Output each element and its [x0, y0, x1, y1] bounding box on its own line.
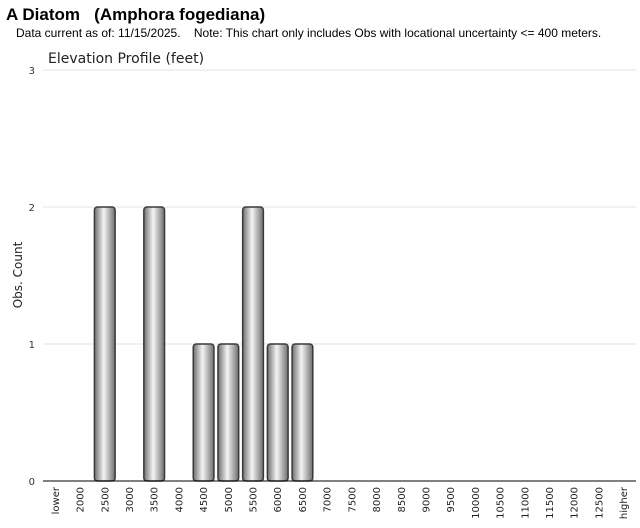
- bar-5000: [217, 343, 240, 482]
- x-tick-label: 4500: [199, 487, 210, 512]
- bar-6000: [266, 343, 289, 482]
- y-tick-label: 3: [29, 66, 35, 77]
- x-tick-label: 8500: [397, 487, 408, 512]
- y-axis-label: Obs. Count: [11, 241, 25, 308]
- bar-6500: [291, 343, 314, 482]
- x-tick-label: higher: [619, 486, 630, 519]
- x-tick-label: 8000: [372, 487, 383, 512]
- x-tick-label: 10000: [471, 487, 482, 519]
- x-tick-label: 5500: [249, 487, 260, 512]
- x-tick-label: 6500: [298, 487, 309, 512]
- x-tick-label: 5000: [224, 487, 235, 512]
- bar-4500: [192, 343, 215, 482]
- x-tick-label: lower: [51, 486, 62, 514]
- x-tick-label: 9000: [421, 487, 432, 512]
- x-tick-label: 7500: [347, 487, 358, 512]
- x-tick-label: 3000: [125, 487, 136, 512]
- y-tick-label: 0: [29, 477, 35, 488]
- x-tick-label: 4000: [174, 487, 185, 512]
- x-tick-label: 11000: [520, 487, 531, 519]
- page-title: A Diatom (Amphora fogediana): [6, 5, 266, 24]
- chart-title: Elevation Profile (feet): [48, 51, 204, 67]
- x-tick-label: 9500: [446, 487, 457, 512]
- x-tick-label: 2500: [100, 487, 111, 512]
- x-tick-label: 12000: [570, 487, 581, 519]
- page-subtitle: Data current as of: 11/15/2025. Note: Th…: [16, 26, 602, 40]
- y-tick-label: 1: [29, 340, 35, 351]
- x-tick-label: 7000: [323, 487, 334, 512]
- x-tick-label: 10500: [496, 487, 507, 519]
- x-tick-label: 11500: [545, 487, 556, 519]
- bar-3500: [143, 206, 166, 482]
- bar-5500: [241, 206, 265, 482]
- x-tick-label: 3500: [150, 487, 161, 512]
- x-tick-label: 12500: [594, 487, 605, 519]
- bar-2500: [93, 206, 116, 482]
- x-tick-label: 6000: [273, 487, 284, 512]
- y-tick-label: 2: [29, 203, 35, 214]
- x-tick-label: 2000: [76, 487, 87, 512]
